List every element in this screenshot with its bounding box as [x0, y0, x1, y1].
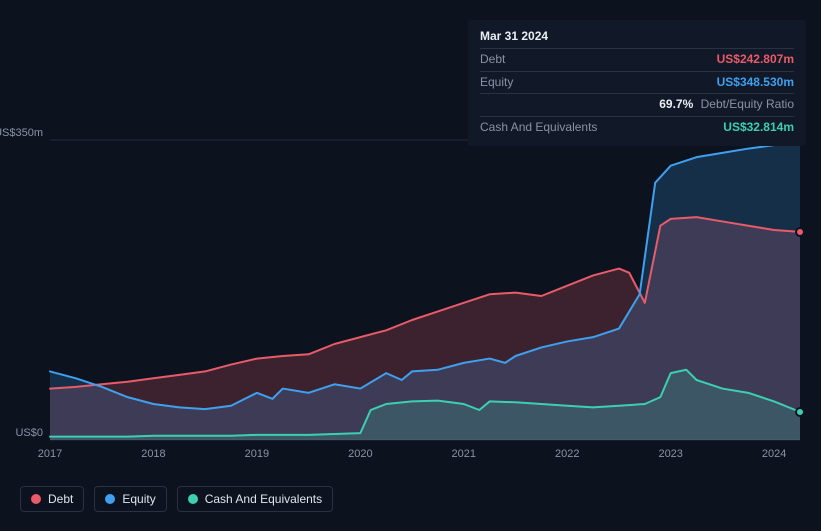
tooltip-row-value: US$242.807m	[717, 51, 794, 68]
legend-item-cash[interactable]: Cash And Equivalents	[177, 486, 333, 512]
y-axis-tick-label: US$0	[15, 427, 43, 439]
x-axis-tick-label: 2018	[141, 448, 165, 460]
tooltip-row-label: Cash And Equivalents	[480, 119, 630, 136]
tooltip-row-label: Debt	[480, 51, 630, 68]
legend-item-debt[interactable]: Debt	[20, 486, 84, 512]
chart-tooltip: Mar 31 2024 Debt US$242.807m Equity US$348.…	[468, 20, 806, 146]
x-axis-tick-label: 2021	[452, 448, 476, 460]
equity-swatch-icon	[105, 494, 115, 504]
tooltip-row-label	[480, 96, 630, 113]
legend-item-label: Equity	[122, 492, 155, 506]
cash-swatch-icon	[188, 494, 198, 504]
legend-item-label: Cash And Equivalents	[205, 492, 322, 506]
tooltip-row: 69.7% Debt/Equity Ratio	[480, 93, 794, 115]
debt-end-marker	[795, 227, 805, 237]
x-axis-tick-label: 2023	[658, 448, 682, 460]
chart-legend: Debt Equity Cash And Equivalents	[20, 486, 333, 512]
tooltip-row-value: 69.7% Debt/Equity Ratio	[659, 96, 794, 113]
x-axis-tick-label: 2020	[348, 448, 372, 460]
tooltip-row-value: US$348.530m	[717, 74, 794, 91]
tooltip-row: Debt US$242.807m	[480, 48, 794, 70]
tooltip-row: Equity US$348.530m	[480, 71, 794, 93]
tooltip-row-label: Equity	[480, 74, 630, 91]
legend-item-equity[interactable]: Equity	[94, 486, 166, 512]
tooltip-row-suffix: Debt/Equity Ratio	[697, 97, 794, 111]
legend-item-label: Debt	[48, 492, 73, 506]
x-axis-tick-label: 2024	[762, 448, 786, 460]
x-axis-tick-label: 2017	[38, 448, 62, 460]
tooltip-row-value: US$32.814m	[723, 119, 794, 136]
cash-end-marker	[795, 407, 805, 417]
tooltip-row: Cash And Equivalents US$32.814m	[480, 116, 794, 138]
x-axis-tick-label: 2019	[245, 448, 269, 460]
x-axis-tick-label: 2022	[555, 448, 579, 460]
tooltip-date: Mar 31 2024	[480, 28, 794, 45]
debt-swatch-icon	[31, 494, 41, 504]
y-axis-tick-label: US$350m	[0, 127, 43, 139]
